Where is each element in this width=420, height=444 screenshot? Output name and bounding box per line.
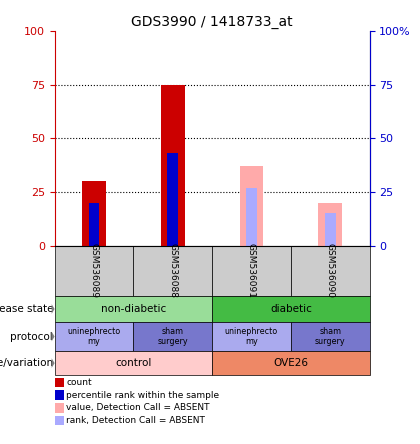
Bar [168,153,178,246]
FancyBboxPatch shape [212,296,370,321]
Text: non-diabetic: non-diabetic [101,304,166,314]
FancyBboxPatch shape [134,322,212,351]
FancyBboxPatch shape [291,246,370,296]
Title: GDS3990 / 1418733_at: GDS3990 / 1418733_at [131,15,293,29]
Text: GSM536088: GSM536088 [168,243,177,298]
Text: sham
surgery: sham surgery [158,327,188,346]
Text: sham
surgery: sham surgery [315,327,346,346]
FancyBboxPatch shape [55,296,212,321]
Bar [246,188,257,246]
Polygon shape [52,358,55,368]
Text: GSM536091: GSM536091 [247,243,256,298]
FancyBboxPatch shape [55,416,64,425]
Text: GSM536089: GSM536089 [89,243,98,298]
Bar [325,214,336,246]
Text: count: count [66,378,92,387]
FancyBboxPatch shape [55,322,134,351]
Bar [240,166,263,246]
Text: genotype/variation: genotype/variation [0,358,53,368]
Polygon shape [52,332,55,341]
Text: diabetic: diabetic [270,304,312,314]
Bar [318,202,342,246]
Text: rank, Detection Call = ABSENT: rank, Detection Call = ABSENT [66,416,205,425]
FancyBboxPatch shape [134,246,212,296]
Text: OVE26: OVE26 [273,358,308,368]
Bar [82,181,106,246]
FancyBboxPatch shape [55,390,64,400]
Text: uninephrecto
my: uninephrecto my [225,327,278,346]
Text: value, Detection Call = ABSENT: value, Detection Call = ABSENT [66,403,210,412]
FancyBboxPatch shape [212,246,291,296]
Bar [89,202,99,246]
Text: uninephrecto
my: uninephrecto my [67,327,121,346]
Text: protocol: protocol [10,332,53,341]
Bar [161,85,184,246]
FancyBboxPatch shape [55,403,64,412]
Text: control: control [115,358,152,368]
FancyBboxPatch shape [55,352,212,375]
FancyBboxPatch shape [291,322,370,351]
FancyBboxPatch shape [55,378,64,387]
Polygon shape [52,304,55,314]
Text: percentile rank within the sample: percentile rank within the sample [66,391,220,400]
FancyBboxPatch shape [55,246,134,296]
Text: GSM536090: GSM536090 [326,243,335,298]
FancyBboxPatch shape [212,322,291,351]
FancyBboxPatch shape [212,352,370,375]
Text: disease state: disease state [0,304,53,314]
